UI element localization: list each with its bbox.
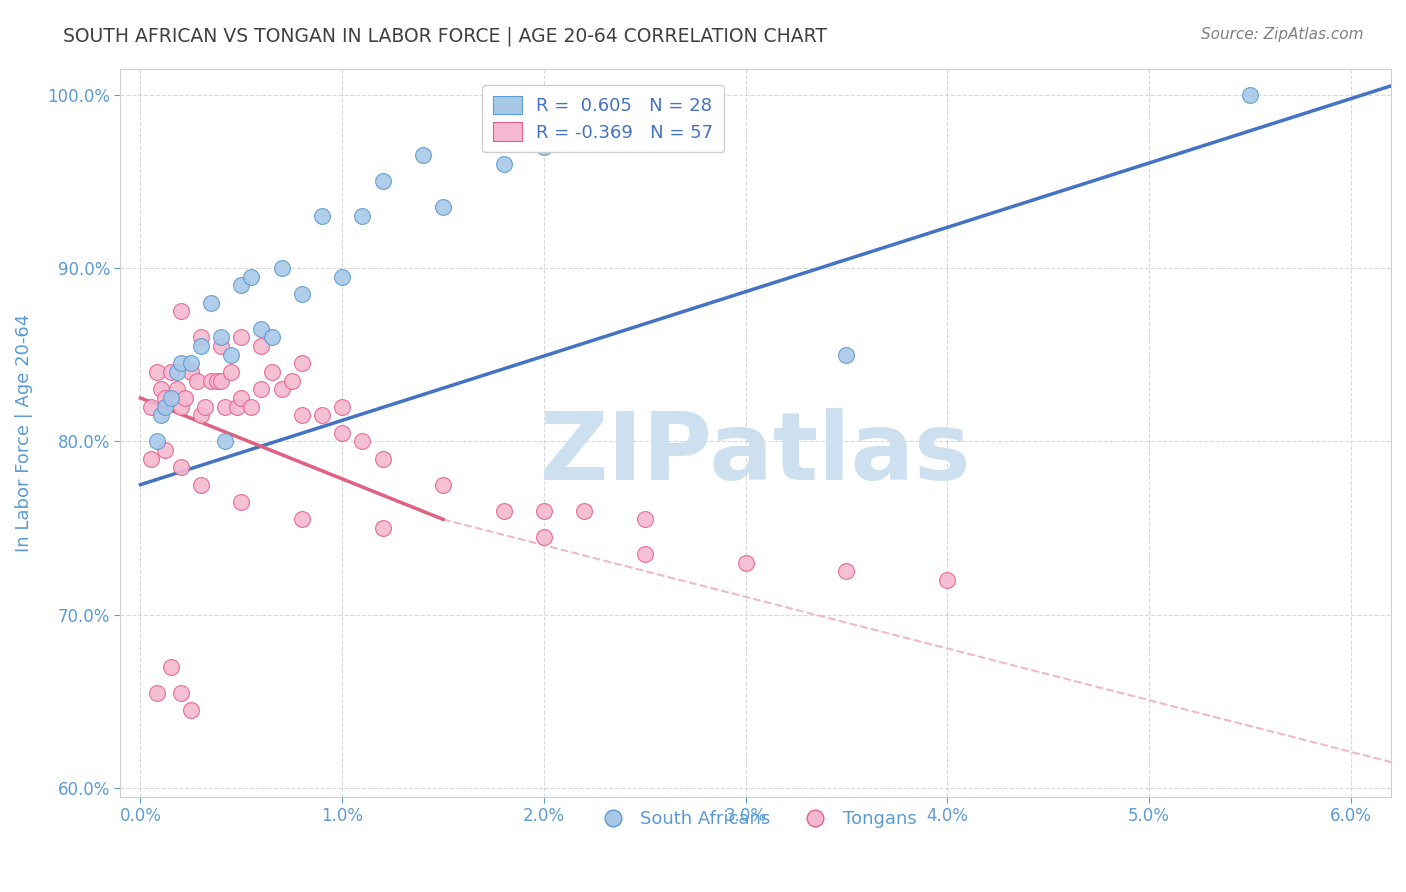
Point <box>634 512 657 526</box>
Point <box>149 409 172 423</box>
Point <box>734 556 756 570</box>
Point <box>209 339 232 353</box>
Point <box>250 339 273 353</box>
Point <box>291 409 314 423</box>
Point <box>492 157 515 171</box>
Point <box>311 209 333 223</box>
Point <box>260 365 283 379</box>
Point <box>190 330 212 344</box>
Point <box>574 504 596 518</box>
Point <box>270 382 292 396</box>
Point <box>231 391 253 405</box>
Point <box>190 339 212 353</box>
Point <box>291 512 314 526</box>
Point <box>173 391 195 405</box>
Point <box>194 400 217 414</box>
Point <box>219 365 242 379</box>
Point <box>149 382 172 396</box>
Point <box>835 348 858 362</box>
Point <box>330 425 353 440</box>
Legend: South Africans, Tongans: South Africans, Tongans <box>588 803 924 835</box>
Point <box>330 269 353 284</box>
Point <box>180 703 202 717</box>
Text: SOUTH AFRICAN VS TONGAN IN LABOR FORCE | AGE 20-64 CORRELATION CHART: SOUTH AFRICAN VS TONGAN IN LABOR FORCE |… <box>63 27 827 46</box>
Point <box>139 400 162 414</box>
Point <box>214 434 236 449</box>
Point <box>159 365 181 379</box>
Point <box>200 295 222 310</box>
Point <box>250 321 273 335</box>
Point <box>352 434 374 449</box>
Point <box>240 269 263 284</box>
Point <box>170 304 193 318</box>
Point <box>330 400 353 414</box>
Point <box>145 686 167 700</box>
Point <box>240 400 263 414</box>
Point <box>139 451 162 466</box>
Point <box>170 460 193 475</box>
Point <box>153 391 176 405</box>
Point <box>250 382 273 396</box>
Point <box>209 374 232 388</box>
Point <box>180 356 202 370</box>
Point <box>231 330 253 344</box>
Point <box>145 434 167 449</box>
Point <box>153 400 176 414</box>
Point <box>270 260 292 275</box>
Y-axis label: In Labor Force | Age 20-64: In Labor Force | Age 20-64 <box>15 313 32 552</box>
Point <box>533 530 555 544</box>
Point <box>209 330 232 344</box>
Point <box>159 391 181 405</box>
Point <box>219 348 242 362</box>
Point <box>170 400 193 414</box>
Point <box>291 287 314 301</box>
Point <box>186 374 208 388</box>
Point <box>231 278 253 293</box>
Point <box>260 330 283 344</box>
Point <box>200 374 222 388</box>
Point <box>492 504 515 518</box>
Point <box>180 365 202 379</box>
Point <box>371 451 394 466</box>
Point <box>432 477 454 491</box>
Text: Source: ZipAtlas.com: Source: ZipAtlas.com <box>1201 27 1364 42</box>
Point <box>170 686 193 700</box>
Point <box>533 139 555 153</box>
Point <box>291 356 314 370</box>
Point <box>190 477 212 491</box>
Point <box>231 495 253 509</box>
Point <box>371 174 394 188</box>
Point <box>281 374 304 388</box>
Point <box>166 382 188 396</box>
Point <box>835 565 858 579</box>
Point <box>205 374 228 388</box>
Point <box>533 504 555 518</box>
Point <box>936 573 959 587</box>
Point <box>634 547 657 561</box>
Point <box>371 521 394 535</box>
Point <box>170 356 193 370</box>
Point <box>226 400 249 414</box>
Point <box>153 442 176 457</box>
Point <box>412 148 434 162</box>
Point <box>432 200 454 214</box>
Point <box>1239 87 1261 102</box>
Text: ZIPatlas: ZIPatlas <box>540 409 972 500</box>
Point <box>190 409 212 423</box>
Point <box>352 209 374 223</box>
Point <box>166 365 188 379</box>
Point <box>159 659 181 673</box>
Point <box>214 400 236 414</box>
Point <box>145 365 167 379</box>
Point <box>311 409 333 423</box>
